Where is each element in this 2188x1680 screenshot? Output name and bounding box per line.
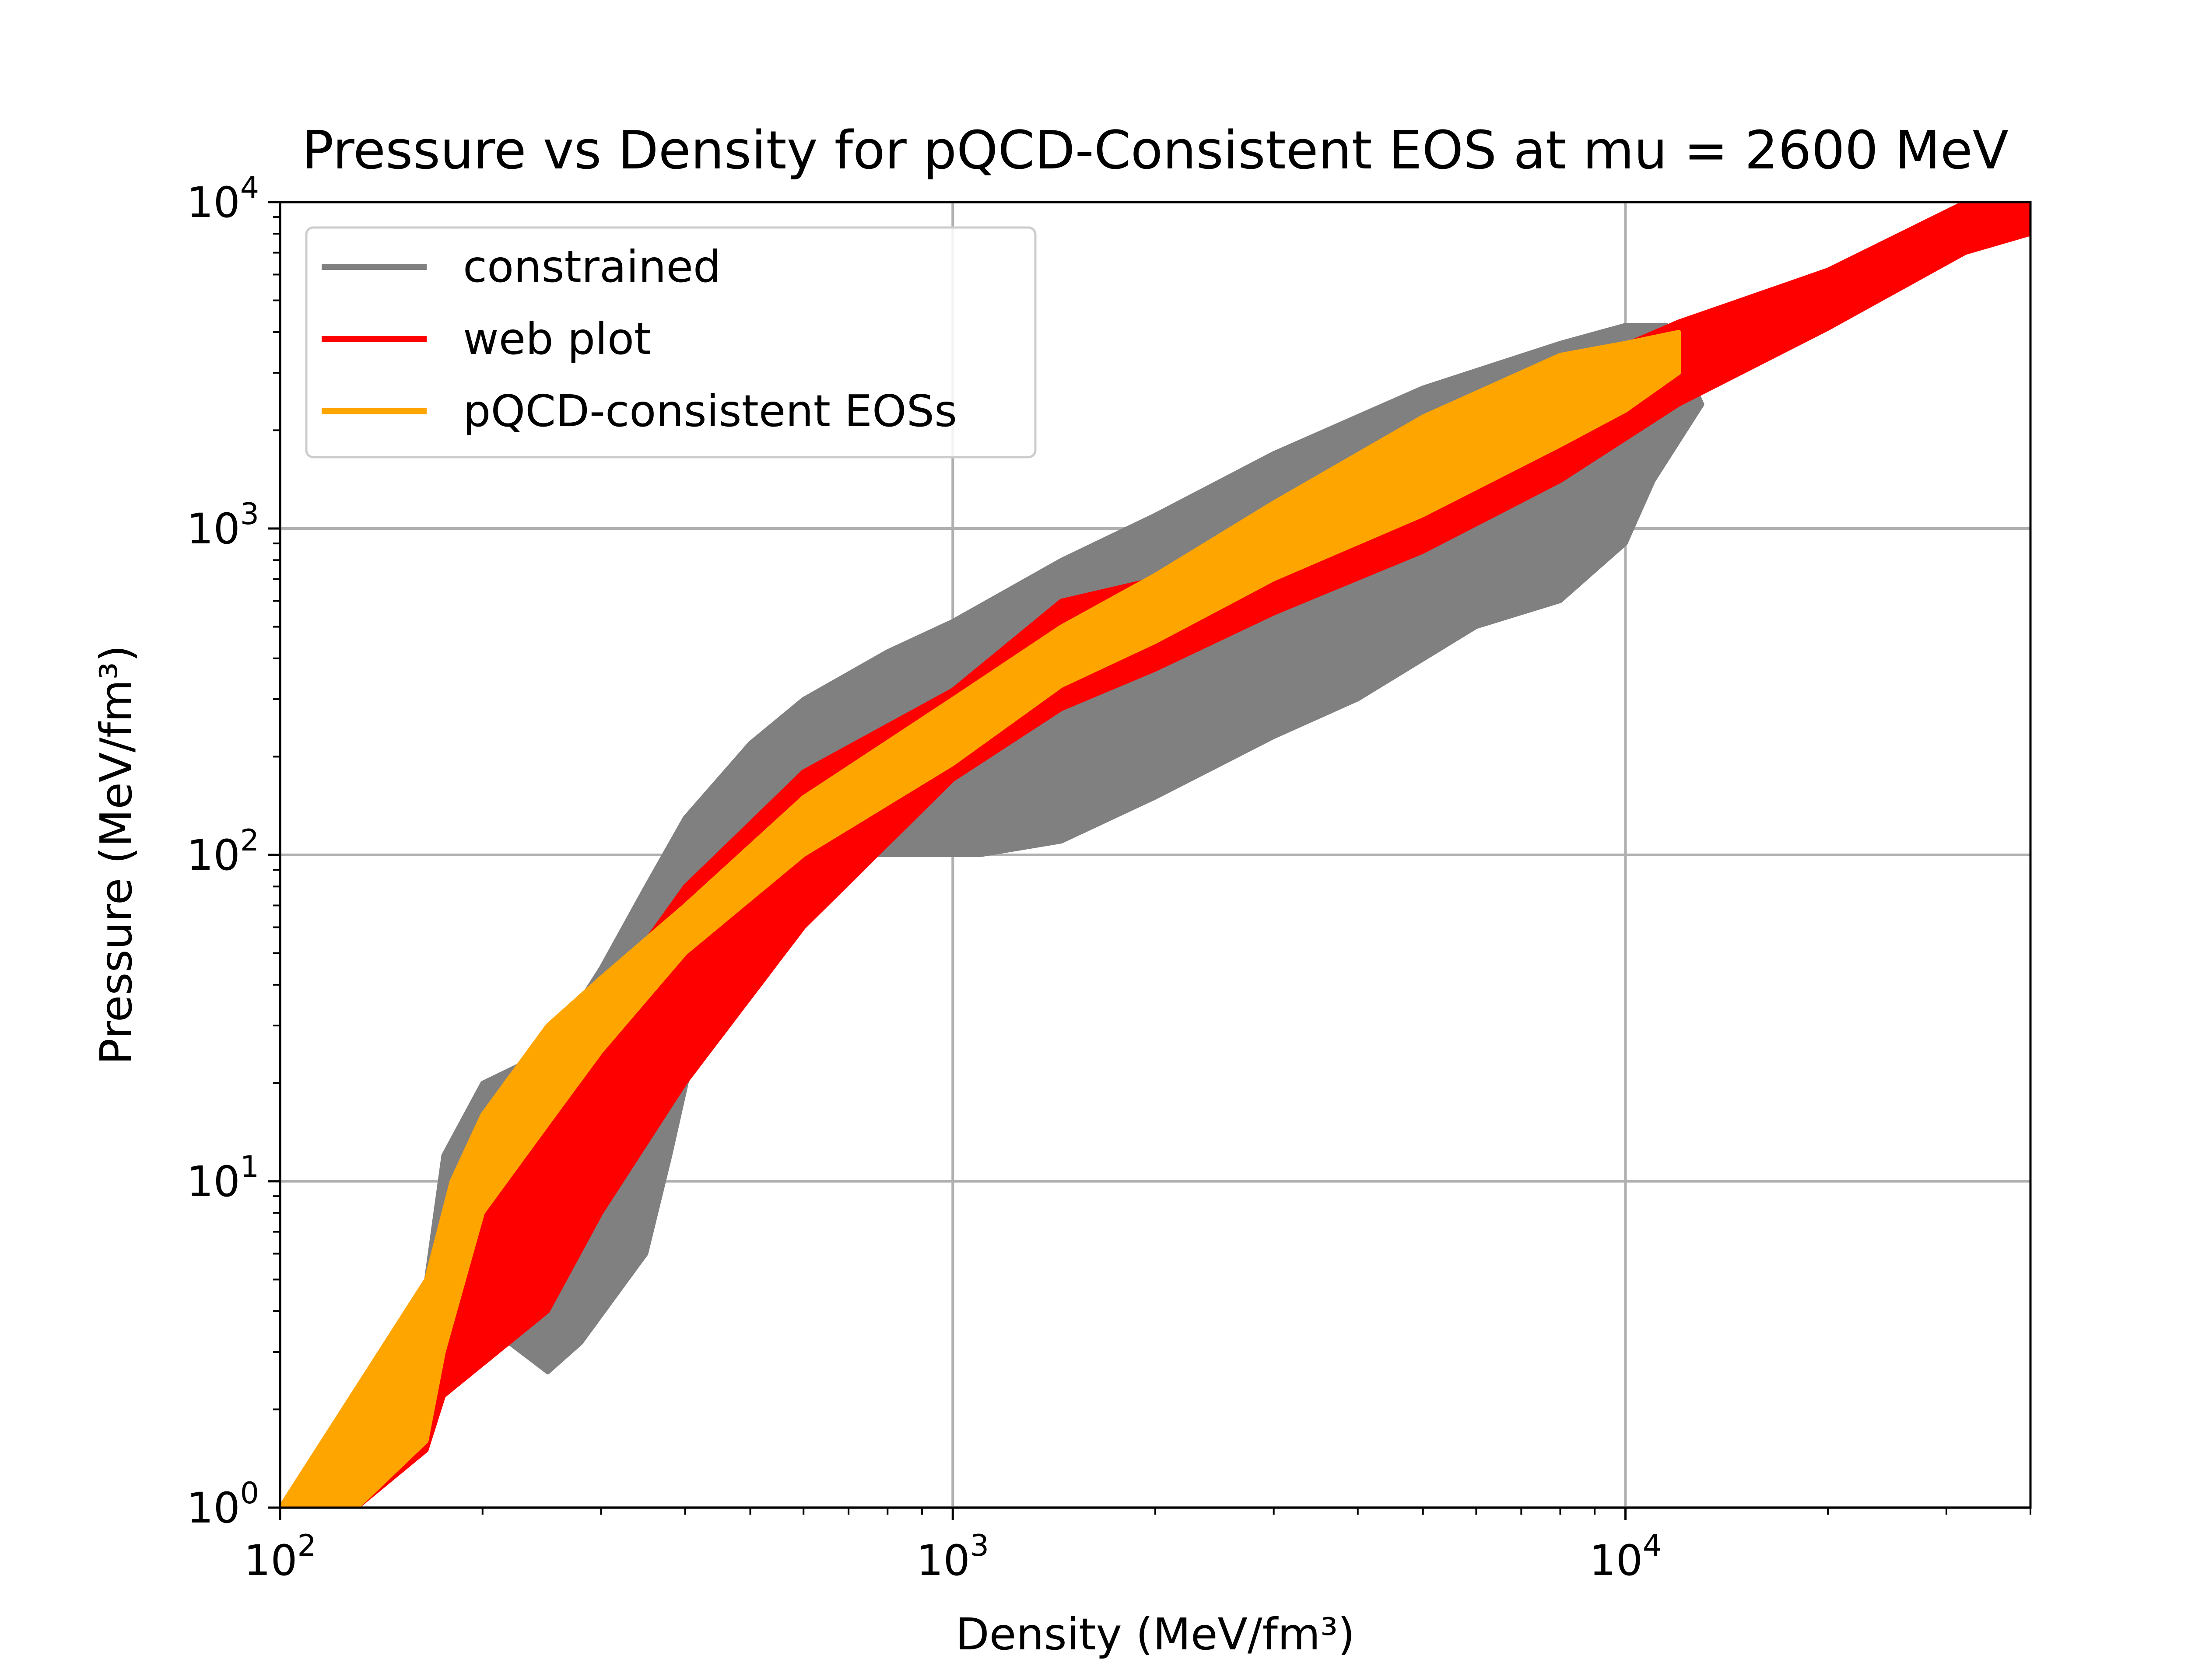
legend: constrained web plot pQCD-consistent EOS… [305,226,1037,458]
legend-label-constrained: constrained [463,241,721,292]
y-axis-label: Pressure (MeV/fm³) [91,645,142,1064]
series-band-1 [354,202,2030,1508]
legend-label-pqcd: pQCD-consistent EOSs [463,385,957,437]
x-axis-label: Density (MeV/fm³) [956,1609,1355,1660]
series-band-2 [280,329,1681,1508]
x-tick-label-0: 102 [244,1529,316,1585]
chart-title: Pressure vs Density for pQCD-Consistent … [302,120,2009,181]
legend-label-web-plot: web plot [463,313,651,364]
series-group [280,202,2030,1508]
y-tick-label-4: 104 [187,171,259,227]
legend-box [305,226,1037,458]
